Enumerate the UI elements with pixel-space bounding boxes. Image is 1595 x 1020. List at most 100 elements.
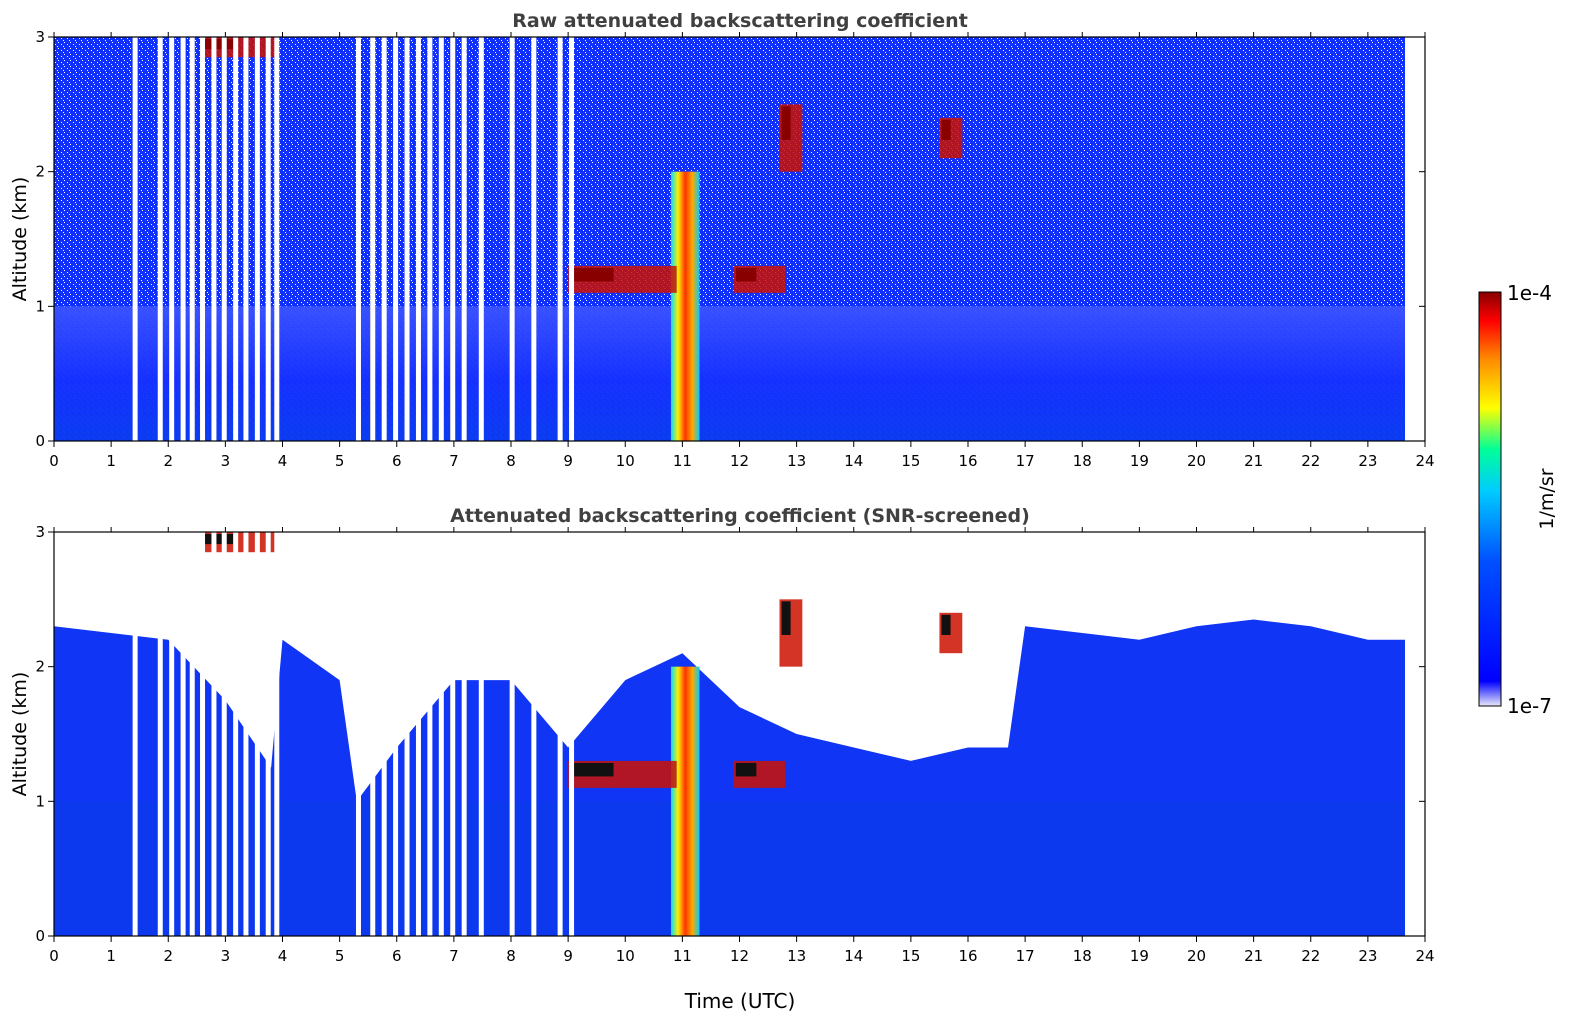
- data-gap: [438, 37, 444, 441]
- x-tick-label: 3: [221, 452, 231, 470]
- data-gap: [531, 532, 537, 936]
- data-gap: [461, 37, 467, 441]
- cloud-core: [570, 267, 614, 282]
- x-tick-label: 18: [1073, 452, 1092, 470]
- x-tick-label: 9: [563, 947, 573, 965]
- raw-backscatter-panel: Raw attenuated backscattering coefficien…: [9, 10, 1435, 470]
- x-tick-label: 11: [673, 947, 692, 965]
- colorbar-gradient: [1478, 291, 1502, 707]
- x-tick-label: 16: [958, 452, 977, 470]
- x-tick-label: 17: [1016, 452, 1035, 470]
- data-gap: [381, 37, 387, 441]
- x-tick-label: 22: [1301, 452, 1320, 470]
- data-gap: [557, 37, 563, 441]
- data-gap: [509, 532, 515, 936]
- cloud-core: [204, 39, 235, 50]
- x-tick-label: 19: [1130, 452, 1149, 470]
- data-gap: [569, 532, 575, 936]
- colorbar: 1e-4 1e-7 1/m/sr: [1478, 281, 1558, 718]
- data-gap: [169, 532, 175, 936]
- data-gap: [531, 37, 537, 441]
- data-gap: [355, 37, 361, 441]
- data-gap: [370, 532, 376, 936]
- x-axis-ticks: 0 1 2 3 4 5 6 7 8 9 10 11 12 13 14 15 16 17 18 19 20 21 22 23 24: [49, 32, 1435, 470]
- data-gap: [211, 37, 217, 441]
- x-tick-label: 1: [106, 452, 116, 470]
- x-axis-label: Time (UTC): [684, 989, 796, 1013]
- data-gap: [461, 532, 467, 936]
- x-tick-label: 1: [106, 947, 116, 965]
- data-gap: [254, 532, 260, 936]
- x-tick-label: 14: [844, 452, 863, 470]
- data-gap: [157, 532, 163, 936]
- x-tick-label: 7: [449, 947, 459, 965]
- x-tick-label: 6: [392, 452, 402, 470]
- x-tick-label: 5: [335, 452, 345, 470]
- x-tick-label: 17: [1016, 947, 1035, 965]
- plot-area: [53, 36, 1426, 442]
- x-tick-label: 15: [901, 452, 920, 470]
- cloud-core: [781, 601, 791, 635]
- cloud-core: [941, 119, 951, 140]
- colorbar-max-label: 1e-4: [1507, 281, 1552, 305]
- x-tick-label: 14: [844, 947, 863, 965]
- cloud-core: [204, 534, 235, 545]
- data-gap: [450, 532, 456, 936]
- data-gap: [157, 37, 163, 441]
- cloud-core: [570, 762, 614, 777]
- data-gap: [180, 37, 186, 441]
- x-tick-label: 10: [616, 947, 635, 965]
- x-tick-label: 0: [49, 947, 59, 965]
- data-gap: [355, 532, 361, 936]
- data-gap: [415, 532, 421, 936]
- data-gap: [200, 532, 206, 936]
- x-tick-label: 4: [278, 947, 288, 965]
- plot-area: [53, 531, 1426, 937]
- data-gap: [381, 532, 387, 936]
- data-gap: [427, 37, 433, 441]
- panel-title: Attenuated backscattering coefficient (S…: [450, 505, 1030, 527]
- data-gap: [415, 37, 421, 441]
- x-tick-label: 9: [563, 452, 573, 470]
- data-gap: [221, 532, 227, 936]
- y-axis-label: Altitude (km): [9, 672, 31, 797]
- y-axis-label: Altitude (km): [9, 177, 31, 302]
- panel-title: Raw attenuated backscattering coefficien…: [512, 10, 968, 32]
- data-gap: [254, 37, 260, 441]
- x-tick-label: 3: [221, 947, 231, 965]
- x-tick-label: 15: [901, 947, 920, 965]
- no-data-region: [1405, 37, 1425, 441]
- data-gap: [132, 532, 138, 936]
- y-tick-label: 1: [35, 297, 45, 315]
- x-tick-label: 16: [958, 947, 977, 965]
- data-gap: [393, 37, 399, 441]
- x-tick-label: 23: [1358, 947, 1377, 965]
- x-tick-label: 2: [163, 947, 173, 965]
- x-tick-label: 22: [1301, 947, 1320, 965]
- cloud-core: [735, 762, 757, 777]
- data-gap: [393, 532, 399, 936]
- y-tick-label: 2: [35, 163, 45, 181]
- x-tick-label: 10: [616, 452, 635, 470]
- data-gap: [233, 532, 239, 936]
- data-gap: [265, 37, 271, 441]
- data-gap: [221, 37, 227, 441]
- x-tick-label: 13: [787, 947, 806, 965]
- x-tick-label: 11: [673, 452, 692, 470]
- data-gap: [265, 532, 271, 936]
- colorbar-min-label: 1e-7: [1507, 694, 1552, 718]
- snr-screened-panel: Attenuated backscattering coefficient (S…: [9, 505, 1435, 1013]
- data-gap: [370, 37, 376, 441]
- colorbar-unit-label: 1/m/sr: [1536, 468, 1558, 529]
- x-tick-label: 7: [449, 452, 459, 470]
- x-tick-label: 19: [1130, 947, 1149, 965]
- x-tick-label: 13: [787, 452, 806, 470]
- cloud-core: [781, 106, 791, 140]
- data-gap: [243, 37, 249, 441]
- y-tick-label: 2: [35, 658, 45, 676]
- x-tick-label: 20: [1187, 947, 1206, 965]
- data-gap: [211, 532, 217, 936]
- no-data-region: [1405, 532, 1425, 936]
- x-tick-label: 12: [730, 947, 749, 965]
